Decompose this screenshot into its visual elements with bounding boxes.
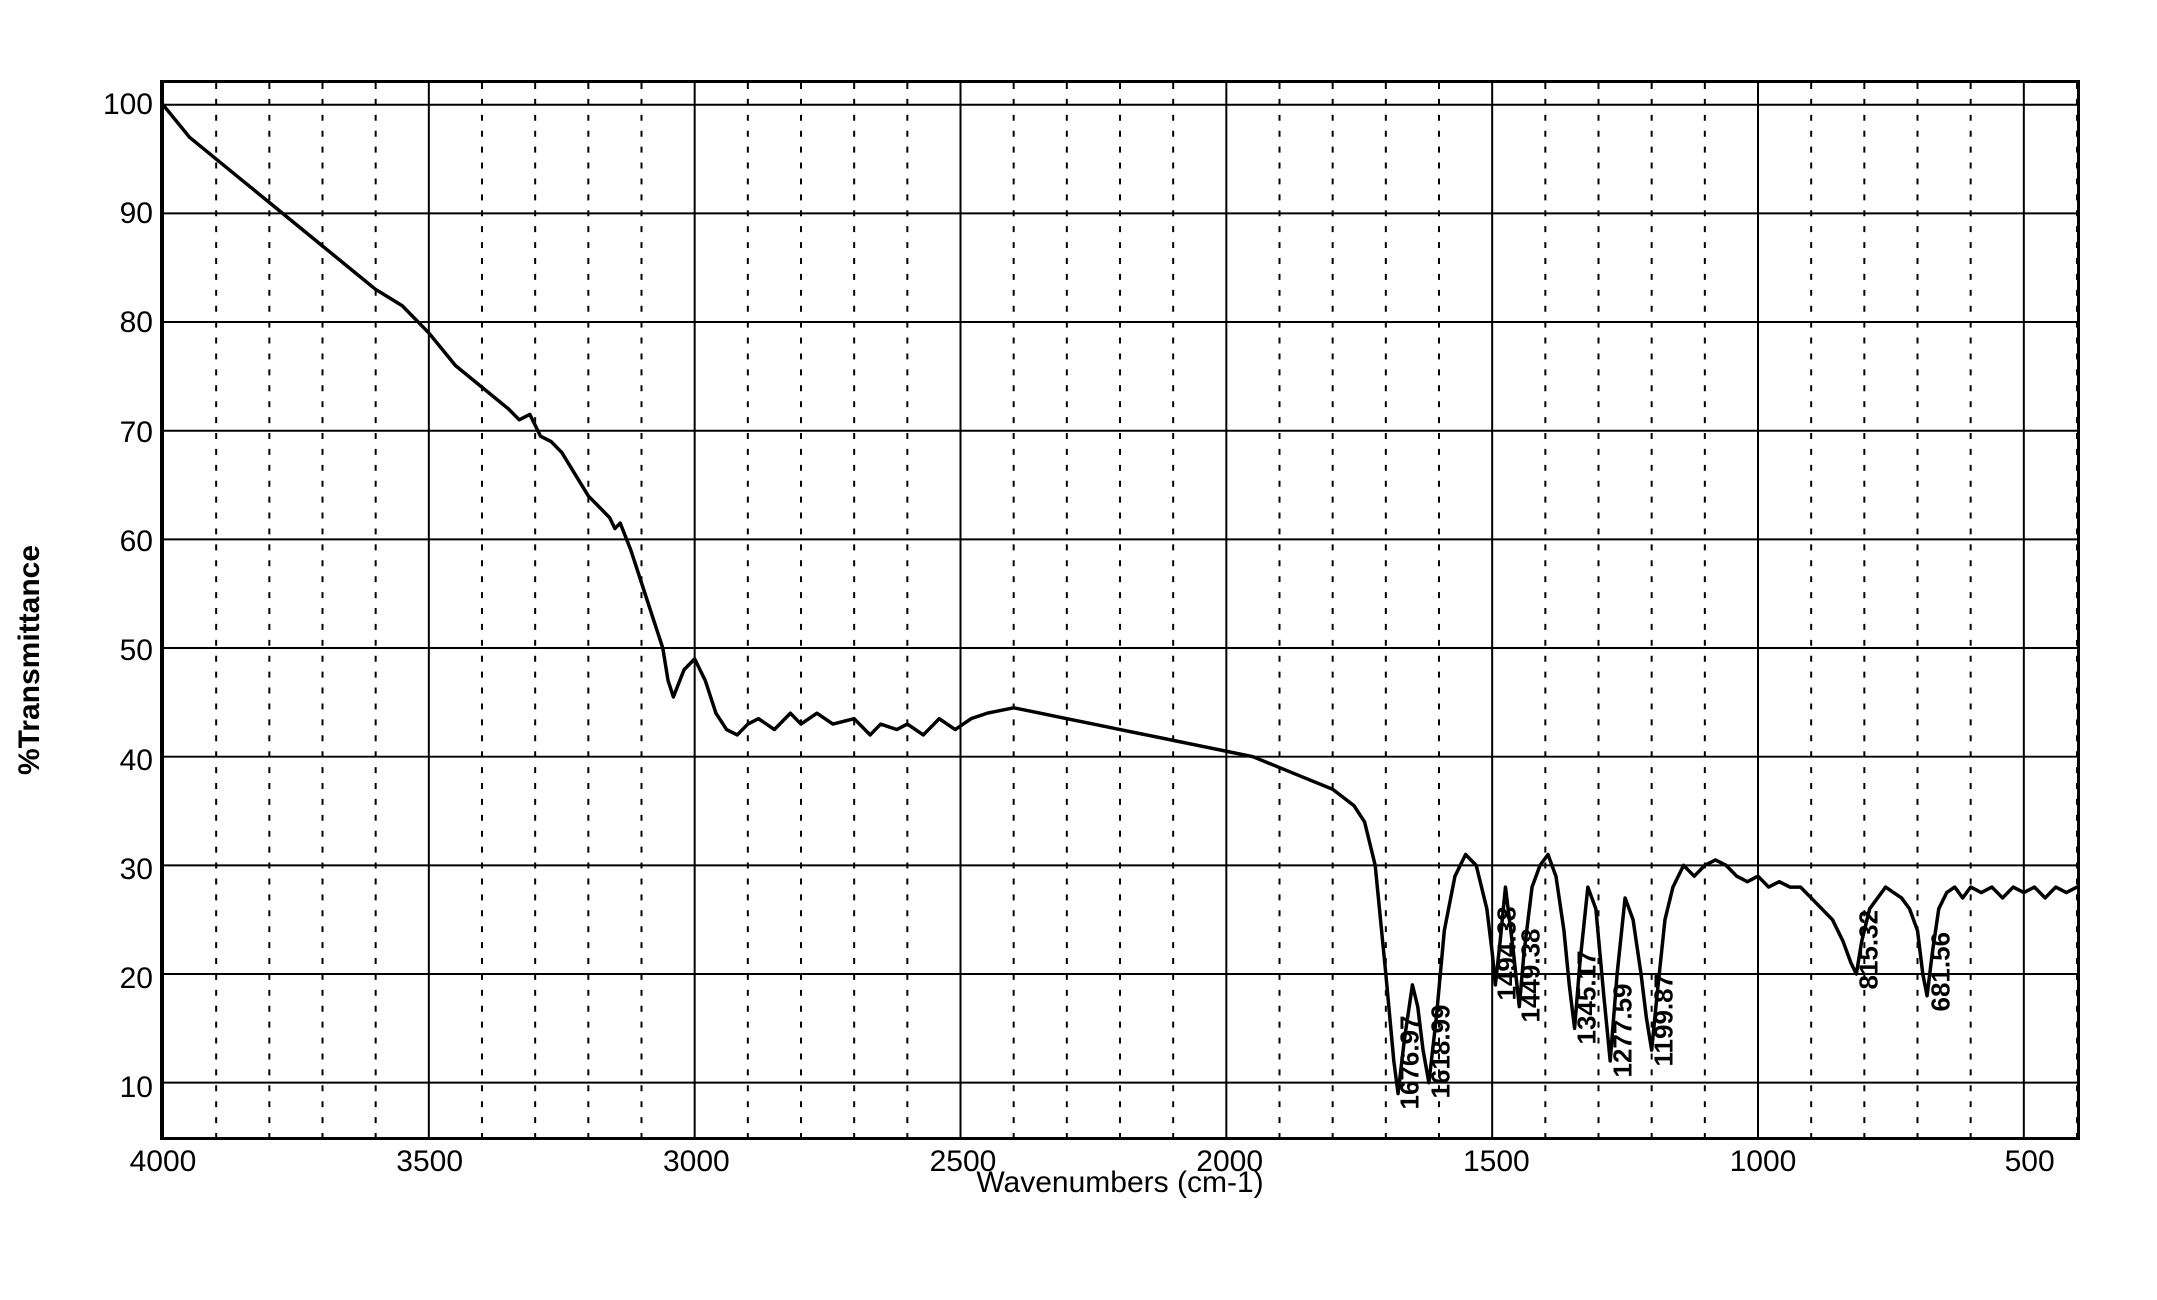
peak-label: 681.56 bbox=[1925, 932, 1956, 1012]
y-axis-label: %Transmittance bbox=[13, 545, 47, 775]
y-tick-label: 60 bbox=[120, 525, 153, 559]
y-tick-label: 50 bbox=[120, 634, 153, 668]
peak-label: 815.32 bbox=[1854, 910, 1885, 990]
plot-area: 102030405060708090100 400035003000250020… bbox=[160, 80, 2080, 1140]
y-tick-label: 40 bbox=[120, 744, 153, 778]
y-tick-label: 100 bbox=[103, 88, 153, 122]
y-tick-label: 90 bbox=[120, 197, 153, 231]
y-tick-label: 20 bbox=[120, 962, 153, 996]
x-tick-label: 4000 bbox=[130, 1145, 197, 1179]
x-axis-label: Wavenumbers (cm-1) bbox=[976, 1166, 1263, 1200]
y-tick-label: 30 bbox=[120, 853, 153, 887]
peak-label: 1676.97 bbox=[1394, 1016, 1425, 1110]
x-tick-label: 3500 bbox=[396, 1145, 463, 1179]
peak-label: 1277.59 bbox=[1607, 983, 1638, 1077]
x-tick-label: 500 bbox=[2005, 1145, 2055, 1179]
peak-label: 1345.17 bbox=[1571, 950, 1602, 1044]
peak-label: 1199.87 bbox=[1649, 974, 1680, 1067]
peak-label: 1618.99 bbox=[1425, 1005, 1456, 1099]
x-tick-label: 3000 bbox=[663, 1145, 730, 1179]
ir-spectrum-chart: %Transmittance 102030405060708090100 400… bbox=[40, 60, 2110, 1260]
x-tick-label: 1500 bbox=[1463, 1145, 1530, 1179]
y-tick-label: 80 bbox=[120, 306, 153, 340]
peak-label: 1449.38 bbox=[1516, 928, 1547, 1022]
x-tick-label: 1000 bbox=[1730, 1145, 1797, 1179]
y-tick-label: 70 bbox=[120, 416, 153, 450]
plot-svg bbox=[163, 83, 2077, 1137]
y-tick-label: 10 bbox=[120, 1071, 153, 1105]
